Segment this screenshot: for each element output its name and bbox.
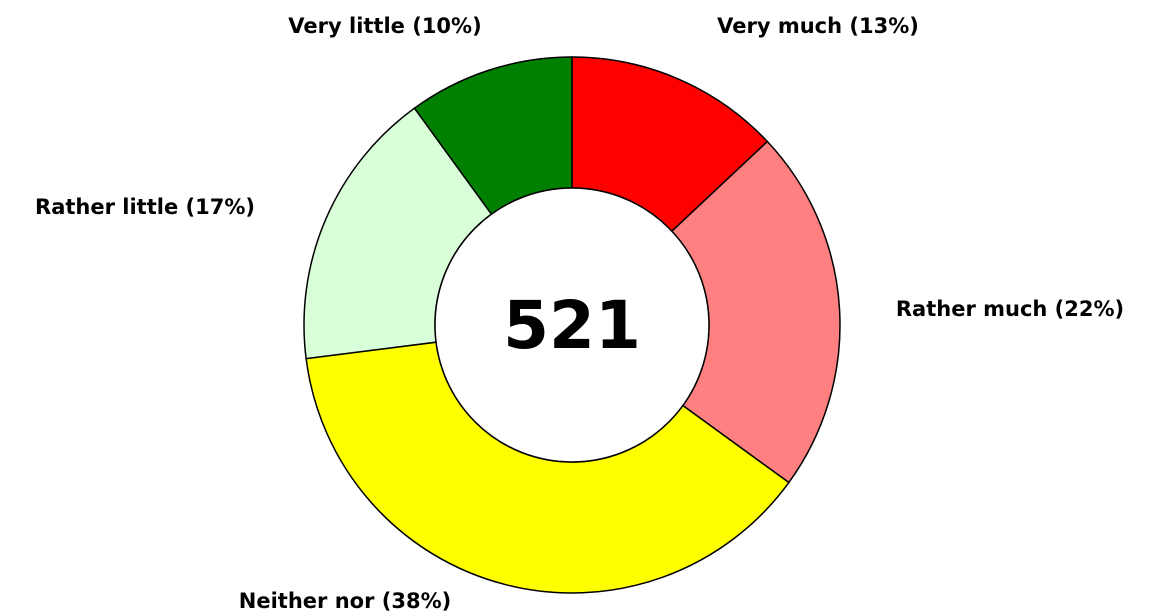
slice-label: Very little (10%) <box>288 14 481 38</box>
donut-hole <box>434 187 710 463</box>
slice-label: Rather much (22%) <box>896 297 1124 321</box>
slice-label: Very much (13%) <box>717 14 919 38</box>
slices <box>303 56 841 594</box>
slice-label: Neither nor (38%) <box>239 589 451 613</box>
slice-label: Rather little (17%) <box>35 195 255 219</box>
center-total: 521 <box>503 287 641 364</box>
